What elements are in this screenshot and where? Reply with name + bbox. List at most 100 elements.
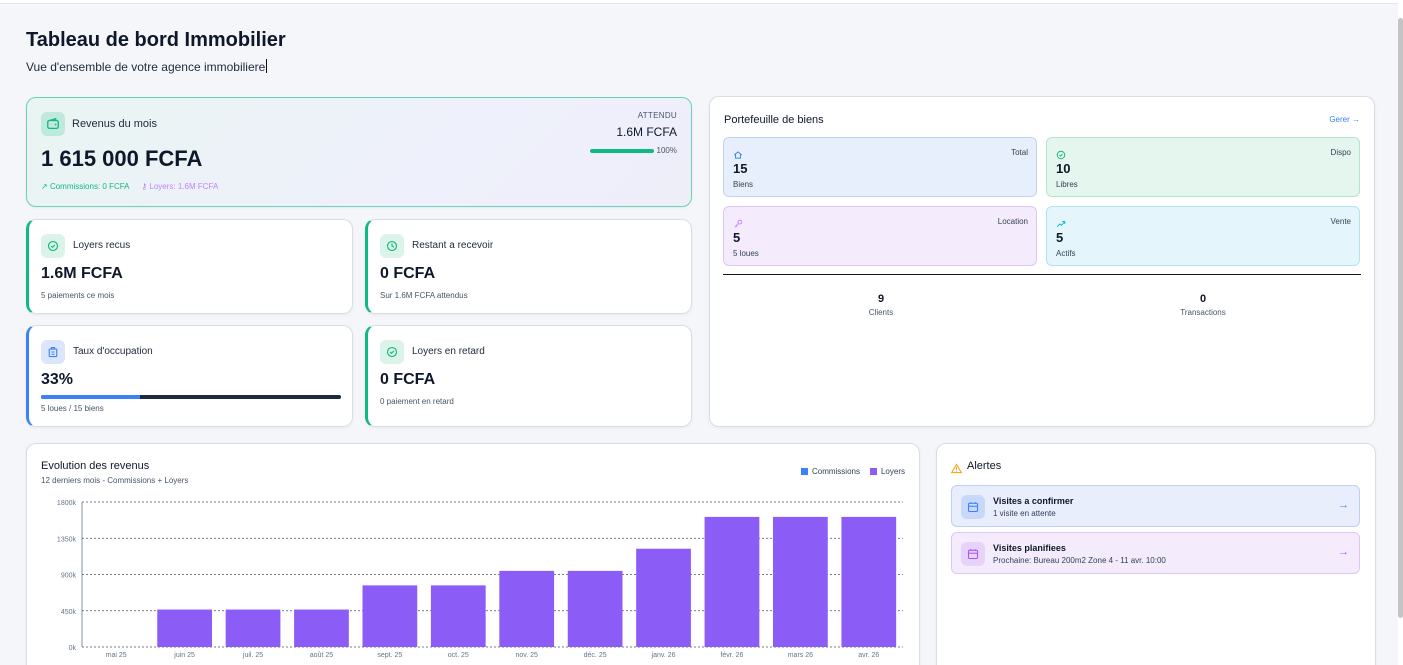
portfolio-tile-total[interactable]: Total 15 Biens	[723, 137, 1037, 197]
legend-swatch	[869, 468, 877, 475]
alert-title: Visites planifiees	[993, 543, 1066, 553]
alert-sub: 1 visite en attente	[993, 509, 1056, 518]
key-icon	[733, 216, 743, 234]
text-caret	[266, 59, 268, 73]
check-circle-icon	[1056, 147, 1066, 165]
stat-card-restant-a-recevoir: Restant a recevoir 0 FCFA Sur 1.6M FCFA …	[365, 219, 692, 314]
x-tick-label: sept. 25	[377, 652, 402, 659]
legend-item-commissions[interactable]: Commissions	[800, 467, 860, 476]
expected-value: 1.6M FCFA	[616, 125, 677, 139]
building-icon	[41, 340, 65, 364]
x-tick-label: févr. 26	[720, 652, 743, 659]
stat-note: 0 paiement en retard	[380, 397, 454, 406]
stat-value: 33%	[41, 371, 74, 388]
page-subtitle: Vue d'ensemble de votre agence immobilie…	[26, 59, 268, 74]
revenue-bar-chart: 0k 450k 900k 1350k 1800k mai 25 juin 25 juil. 2…	[57, 500, 903, 659]
bar-loyers	[773, 516, 828, 647]
alert-visits-to-confirm[interactable]: Visites a confirmer 1 visite en attente …	[951, 485, 1360, 527]
commissions-text: Commissions: 0 FCFA	[49, 182, 130, 191]
legend-label: Commissions	[811, 467, 860, 476]
stat-label: Loyers recus	[73, 240, 131, 251]
alert-title: Visites a confirmer	[993, 496, 1074, 506]
portfolio-tile-dispo[interactable]: Dispo 10 Libres	[1046, 137, 1360, 197]
stat-value: 0 FCFA	[380, 371, 436, 388]
stat-card-loyers-recus: Loyers recus 1.6M FCFA 5 paiements ce mo…	[26, 219, 353, 314]
occupancy-progress-bar	[41, 395, 341, 399]
stat-note: Sur 1.6M FCFA attendus	[380, 291, 468, 300]
chart-legend: Commissions Loyers	[800, 467, 905, 476]
revenue-label: Revenus du mois	[72, 118, 157, 130]
tile-sub: Biens	[733, 180, 754, 189]
revenue-breakdown: ↗ Commissions: 0 FCFA ⚷ Loyers: 1.6M FCF…	[41, 182, 218, 191]
occupancy-progress-fill	[41, 395, 140, 399]
portfolio-tile-location[interactable]: Location 5 5 loues	[723, 206, 1037, 266]
loyers-text: Loyers: 1.6M FCFA	[149, 182, 219, 191]
calendar-icon	[961, 495, 985, 519]
kpi-label: Clients	[868, 308, 894, 317]
arrow-right-icon: →	[1338, 499, 1349, 511]
manage-link[interactable]: Gerer →	[1329, 115, 1360, 124]
portfolio-divider	[723, 274, 1361, 275]
tile-sub: 5 loues	[733, 249, 759, 258]
legend-label: Loyers	[880, 467, 905, 476]
y-tick-label: 0k	[69, 645, 77, 652]
x-tick-label: juin 25	[173, 652, 195, 659]
kpi-value: 0	[1199, 293, 1207, 305]
chart-subtitle: 12 derniers mois - Commissions + Loyers	[41, 476, 189, 485]
tile-label: Total	[1011, 148, 1028, 157]
bar-loyers	[362, 585, 418, 647]
alerts-card: Alertes Visites a confirmer 1 visite en …	[936, 443, 1376, 665]
tile-value: 5	[733, 230, 741, 245]
tile-sub: Libres	[1056, 180, 1078, 189]
stat-card-taux-occupation: Taux d'occupation 33% 5 loues / 15 biens	[26, 325, 353, 427]
monthly-revenue-card: Revenus du mois 1 615 000 FCFA ↗ Commiss…	[26, 97, 692, 207]
home-icon	[733, 147, 743, 165]
y-tick-label: 450k	[61, 609, 77, 616]
kpi-label: Transactions	[1180, 308, 1226, 317]
scrollbar-thumb[interactable]	[1398, 18, 1403, 618]
revenue-progress-bar	[590, 149, 654, 153]
bar-loyers	[499, 570, 555, 647]
stat-note: 5 paiements ce mois	[41, 291, 115, 300]
calendar-icon	[961, 542, 985, 566]
y-tick-label: 1350k	[57, 536, 77, 543]
page-subtitle-text: Vue d'ensemble de votre agence immobilie…	[26, 60, 266, 74]
tile-sub: Actifs	[1056, 249, 1076, 258]
warning-icon	[950, 461, 963, 479]
bar-loyers	[294, 609, 349, 647]
revenue-progress-percent: 100%	[656, 146, 677, 155]
check-circle-icon	[380, 340, 404, 364]
bar-loyers	[567, 570, 623, 647]
revenue-amount: 1 615 000 FCFA	[41, 146, 203, 171]
kpi-transactions: 0 Transactions	[1123, 293, 1283, 317]
stat-label: Restant a recevoir	[412, 240, 494, 251]
bar-loyers	[636, 548, 691, 647]
legend-swatch	[800, 468, 808, 475]
portfolio-card: Portefeuille de biens Gerer → Total 15 B…	[709, 96, 1375, 427]
expected-label: ATTENDU	[637, 111, 677, 120]
stat-note: 5 loues / 15 biens	[41, 404, 104, 413]
tile-value: 5	[1056, 230, 1064, 245]
tile-label: Vente	[1330, 217, 1351, 226]
stat-value: 0 FCFA	[380, 265, 436, 282]
alert-planned-visits[interactable]: Visites planifiees Prochaine: Bureau 200…	[951, 532, 1360, 574]
x-tick-label: août 25	[310, 652, 333, 659]
revenue-chart-card: Evolution des revenus 12 derniers mois -…	[26, 443, 920, 665]
clock-icon	[380, 234, 404, 258]
portfolio-tile-vente[interactable]: Vente 5 Actifs	[1046, 206, 1360, 266]
portfolio-title: Portefeuille de biens	[724, 114, 824, 126]
x-tick-label: mars 26	[788, 652, 813, 659]
x-tick-label: nov. 25	[515, 652, 538, 659]
legend-item-loyers[interactable]: Loyers	[869, 467, 905, 476]
stat-label: Taux d'occupation	[73, 346, 153, 357]
page-title: Tableau de bord Immobilier	[26, 29, 286, 51]
bar-loyers	[841, 516, 897, 647]
revenue-progress-fill	[590, 149, 654, 153]
chart-title: Evolution des revenus	[41, 460, 150, 472]
stat-value: 1.6M FCFA	[41, 265, 123, 282]
trend-up-icon	[1056, 216, 1066, 234]
tile-value: 15	[733, 161, 748, 176]
commissions-breakdown: ↗ Commissions: 0 FCFA	[41, 182, 130, 191]
top-border	[0, 0, 1398, 4]
y-tick-label: 900k	[61, 573, 77, 580]
